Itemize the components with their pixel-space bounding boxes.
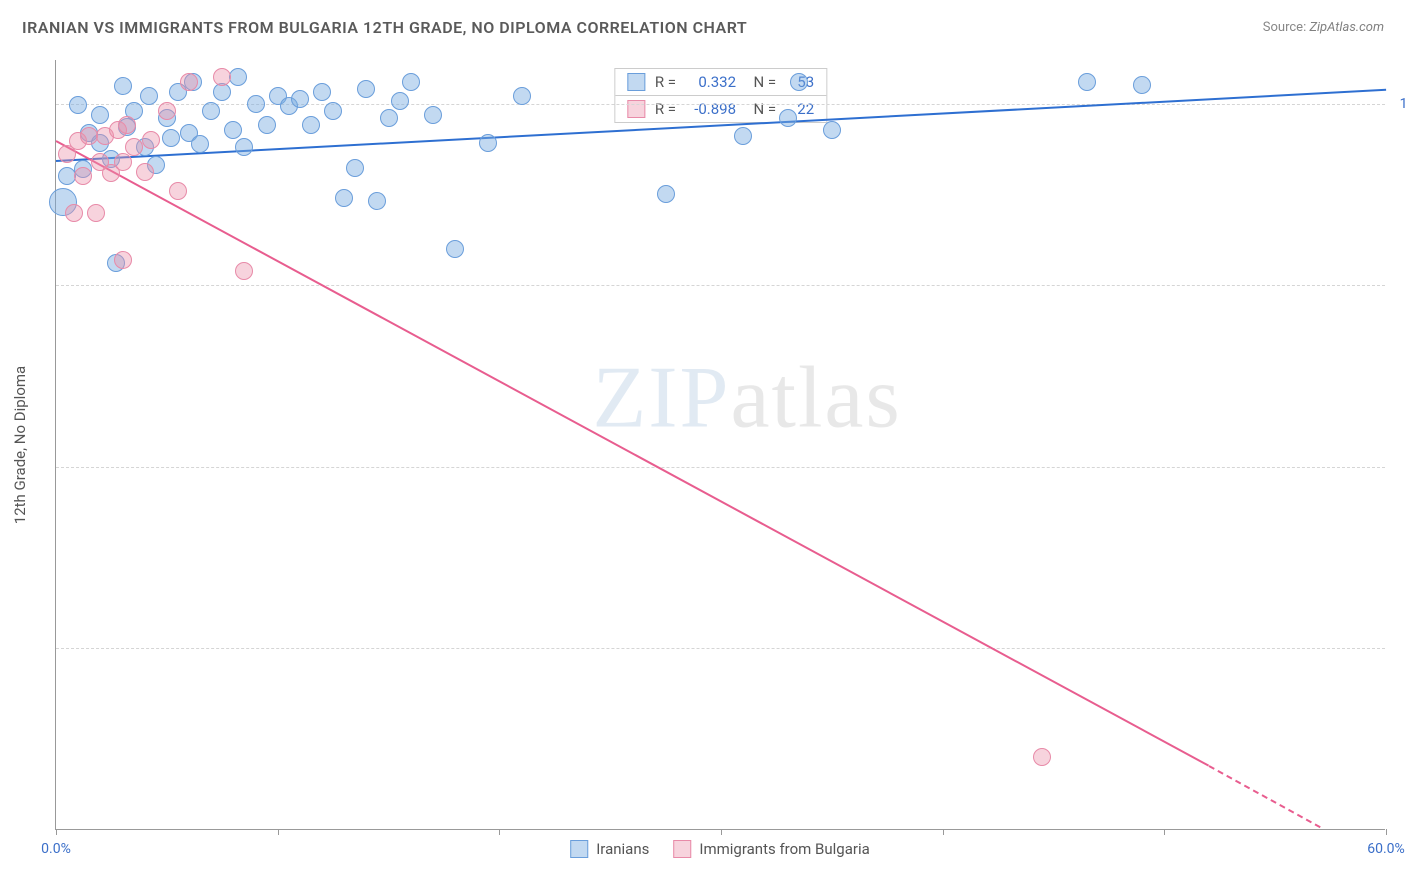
data-point: [87, 204, 105, 222]
data-point: [479, 134, 497, 152]
source-value: ZipAtlas.com: [1309, 20, 1384, 35]
data-point: [779, 109, 797, 127]
data-point: [114, 251, 132, 269]
data-point: [247, 95, 265, 113]
gridline-horizontal: [56, 648, 1385, 649]
gridline-horizontal: [56, 285, 1385, 286]
data-point: [368, 192, 386, 210]
data-point: [402, 73, 420, 91]
data-point: [324, 102, 342, 120]
data-point: [1078, 73, 1096, 91]
source-attribution: Source: ZipAtlas.com: [1263, 20, 1384, 35]
chart-title: IRANIAN VS IMMIGRANTS FROM BULGARIA 12TH…: [22, 18, 747, 37]
stats-r-value: 0.332: [686, 73, 736, 91]
data-point: [291, 90, 309, 108]
watermark: ZIPatlas: [592, 348, 901, 449]
legend: Iranians Immigrants from Bulgaria: [570, 840, 870, 858]
data-point: [790, 73, 808, 91]
data-point: [213, 68, 231, 86]
legend-item: Immigrants from Bulgaria: [673, 840, 869, 858]
legend-item: Iranians: [570, 840, 649, 858]
x-tick-label: 60.0%: [1367, 841, 1405, 857]
data-point: [346, 159, 364, 177]
y-tick-label: 75.0%: [1390, 459, 1406, 475]
y-tick-label: 87.5%: [1390, 277, 1406, 293]
legend-swatch: [673, 840, 691, 858]
data-point: [142, 131, 160, 149]
x-tick: [56, 829, 57, 835]
data-point: [446, 240, 464, 258]
source-label: Source:: [1263, 20, 1306, 35]
chart-area: 12th Grade, No Diploma ZIPatlas R =0.332…: [55, 60, 1385, 830]
y-tick-label: 100.0%: [1390, 96, 1406, 112]
data-point: [140, 87, 158, 105]
legend-label: Iranians: [596, 840, 649, 858]
data-point: [169, 182, 187, 200]
gridline-horizontal: [56, 467, 1385, 468]
stats-swatch: [627, 73, 645, 91]
data-point: [357, 80, 375, 98]
data-point: [125, 138, 143, 156]
data-point: [313, 83, 331, 101]
legend-label: Immigrants from Bulgaria: [699, 840, 869, 858]
trendline: [56, 140, 1210, 766]
x-tick: [721, 829, 722, 835]
data-point: [229, 68, 247, 86]
data-point: [302, 116, 320, 134]
data-point: [114, 77, 132, 95]
data-point: [114, 153, 132, 171]
data-point: [235, 138, 253, 156]
data-point: [74, 167, 92, 185]
plot-region: ZIPatlas R =0.332 N =53R =-0.898 N =22 6…: [55, 60, 1385, 830]
data-point: [158, 102, 176, 120]
data-point: [1033, 748, 1051, 766]
data-point: [1133, 76, 1151, 94]
stats-n-label: N =: [746, 73, 776, 91]
data-point: [513, 87, 531, 105]
data-point: [657, 185, 675, 203]
data-point: [69, 96, 87, 114]
data-point: [202, 102, 220, 120]
x-tick-label: 0.0%: [41, 841, 71, 857]
data-point: [65, 204, 83, 222]
data-point: [162, 129, 180, 147]
data-point: [235, 262, 253, 280]
data-point: [424, 106, 442, 124]
data-point: [823, 121, 841, 139]
data-point: [391, 92, 409, 110]
legend-swatch: [570, 840, 588, 858]
x-tick: [943, 829, 944, 835]
x-tick: [278, 829, 279, 835]
data-point: [91, 106, 109, 124]
watermark-a: ZIP: [592, 350, 730, 447]
trendline: [1208, 765, 1320, 828]
x-tick: [499, 829, 500, 835]
data-point: [380, 109, 398, 127]
data-point: [180, 73, 198, 91]
data-point: [258, 116, 276, 134]
watermark-b: atlas: [730, 350, 901, 447]
data-point: [136, 163, 154, 181]
x-tick: [1386, 829, 1387, 835]
data-point: [734, 127, 752, 145]
y-tick-label: 62.5%: [1390, 640, 1406, 656]
data-point: [335, 189, 353, 207]
data-point: [118, 116, 136, 134]
data-point: [191, 135, 209, 153]
x-tick: [1164, 829, 1165, 835]
data-point: [224, 121, 242, 139]
stats-r-label: R =: [655, 73, 676, 91]
y-axis-title: 12th Grade, No Diploma: [11, 366, 29, 524]
